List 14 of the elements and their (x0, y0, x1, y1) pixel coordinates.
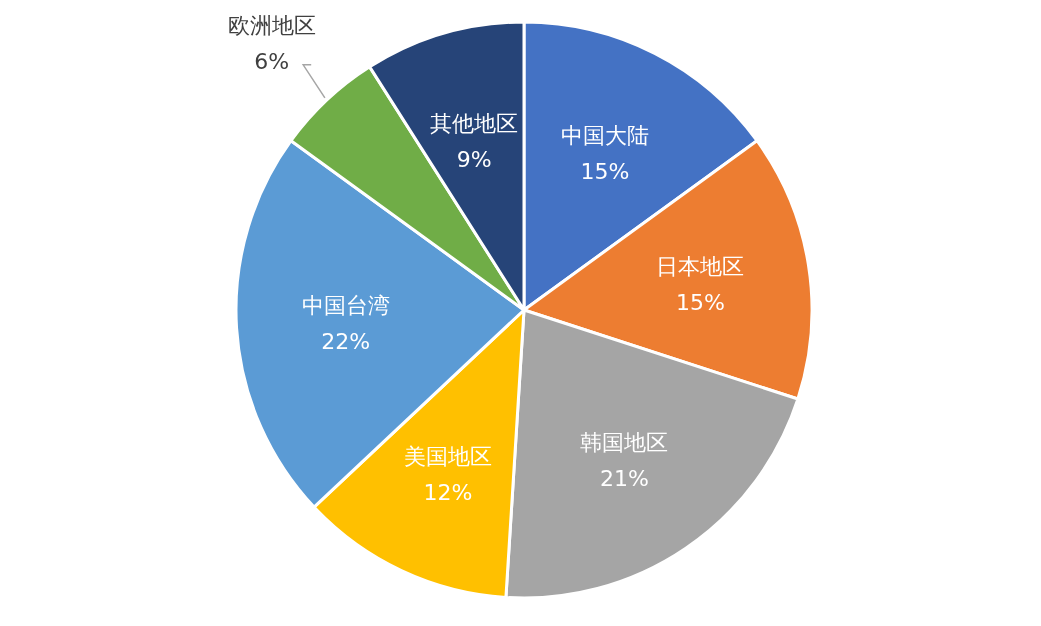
slice-label: 欧洲地区 (227, 13, 316, 39)
slice-label: 韩国地区 (580, 429, 669, 455)
slice-label: 中国大陆 (561, 122, 650, 148)
data-label: 15% (675, 290, 725, 316)
data-label: 6% (254, 49, 290, 75)
data-label: 21% (599, 465, 649, 491)
data-label: 15% (580, 158, 630, 184)
slice-label: 日本地区 (656, 254, 745, 280)
slice-label: 美国地区 (403, 443, 492, 469)
slice-label: 中国台湾 (301, 293, 390, 319)
slice-label: 其他地区 (430, 110, 519, 136)
data-label: 12% (423, 479, 473, 505)
data-label: 22% (321, 329, 371, 355)
data-label: 9% (456, 146, 492, 172)
